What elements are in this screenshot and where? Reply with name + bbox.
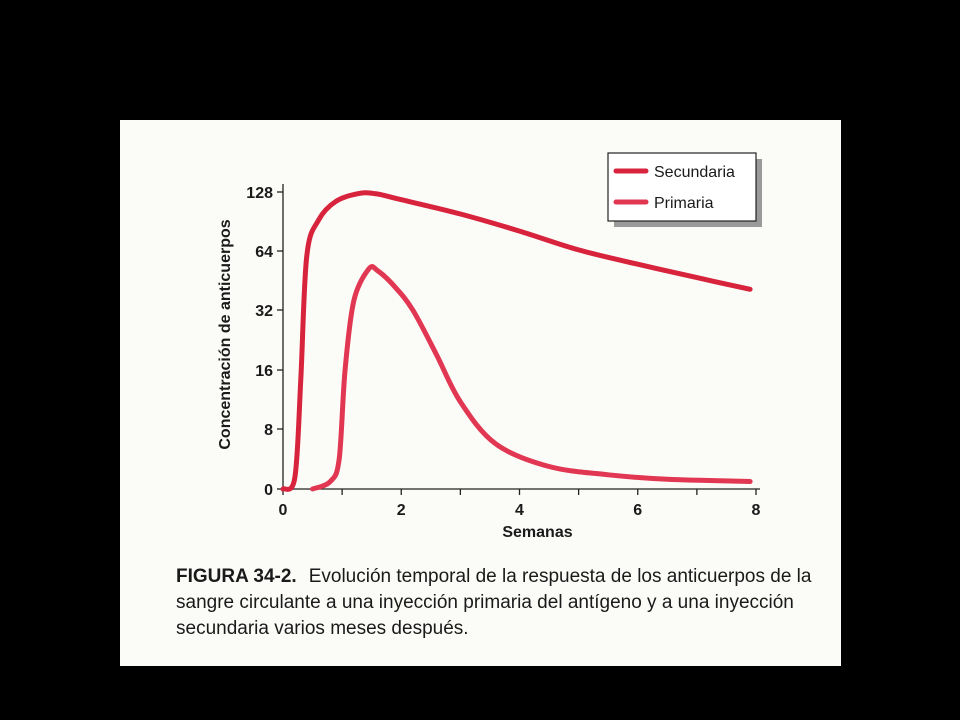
chart-series <box>280 190 753 492</box>
figure-caption: FIGURA 34-2. Evolución temporal de la res… <box>176 564 826 642</box>
x-tick-label: 2 <box>397 502 406 519</box>
x-tick-label: 8 <box>752 502 761 519</box>
legend-label-primaria: Primaria <box>654 195 714 212</box>
x-tick-label: 6 <box>633 502 642 519</box>
legend: Secundaria Primaria <box>607 152 762 227</box>
chart-ticks: 0 8 16 32 64 128 0 2 4 6 8 <box>246 185 760 519</box>
x-tick-label: 0 <box>279 502 288 519</box>
chart: 0 8 16 32 64 128 0 2 4 6 8 Semanas Concentración d… <box>217 152 762 541</box>
series-line-secundaria <box>280 190 753 492</box>
y-tick-label: 16 <box>255 363 273 380</box>
y-axis-label: Concentración de anticuerpos <box>217 219 234 449</box>
y-tick-label: 32 <box>255 303 273 320</box>
x-axis-label: Semanas <box>502 524 572 541</box>
figure-label: FIGURA 34-2. <box>176 566 297 587</box>
figure-panel: 0 8 16 32 64 128 0 2 4 6 8 Semanas Concentración d… <box>120 120 841 666</box>
legend-label-secundaria: Secundaria <box>654 164 735 181</box>
chart-axes <box>282 184 760 490</box>
y-tick-label: 0 <box>264 482 273 499</box>
y-tick-label: 128 <box>246 185 273 202</box>
caption-text: Evolución temporal de la respuesta de lo… <box>176 566 812 639</box>
series-line-primaria <box>310 264 753 492</box>
y-tick-label: 8 <box>264 422 273 439</box>
x-tick-label: 4 <box>515 502 524 519</box>
y-tick-label: 64 <box>255 244 273 261</box>
legend-box <box>607 152 757 222</box>
